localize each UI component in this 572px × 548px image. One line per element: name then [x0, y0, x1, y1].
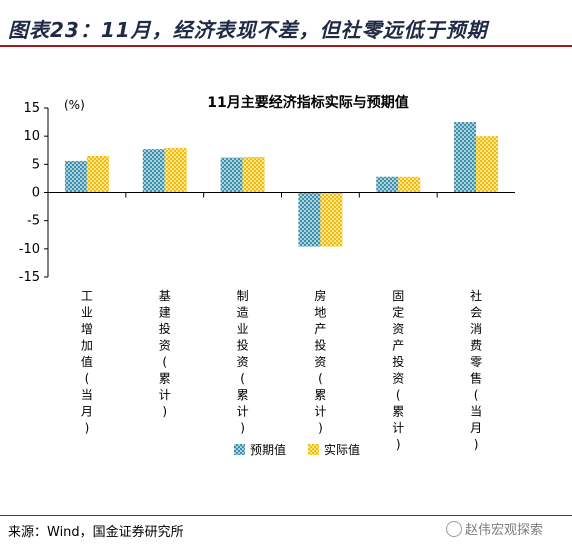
x-category-label: 房地产投资(累计) [314, 288, 326, 435]
plot-area: 15 10 5 0 -5 -10 -15 工业增加值(当月) 基建投资(累计) 制造业投资(累计)… [19, 101, 515, 457]
x-category-label: 制造业投资(累计) [237, 289, 249, 435]
source-note: 来源：Wind，国金证券研究所 [8, 525, 184, 540]
y-tick-label: 10 [23, 129, 40, 144]
bar-actual [86, 155, 109, 193]
bar-expected [142, 149, 165, 193]
legend-swatch-actual [308, 444, 319, 455]
bar-chart: 11月主要经济指标实际与预期值 (%) 15 10 5 0 -5 -10 -15 工业增加值(… [19, 94, 515, 457]
chart-title: 11月主要经济指标实际与预期值 [207, 94, 408, 111]
bar-expected [376, 176, 399, 193]
x-category-label: 基建投资(累计) [159, 289, 171, 419]
title-rule [0, 45, 572, 47]
bar-expected [298, 192, 321, 247]
bar-actual [398, 176, 421, 193]
legend-swatch-expected [234, 444, 245, 455]
source-rule [0, 515, 572, 516]
figure-title: 图表23：11月，经济表现不差，但社零远低于预期 [8, 18, 488, 42]
bar-expected [454, 122, 477, 193]
watermark: 赵伟宏观探索 [446, 519, 543, 538]
y-tick-label: -15 [19, 270, 40, 285]
wechat-icon [446, 521, 462, 537]
x-category-label: 工业增加值(当月) [81, 289, 93, 435]
bar-actual [320, 192, 343, 247]
bar-expected [220, 157, 243, 193]
bar-actual [242, 157, 265, 193]
y-tick-label: -10 [19, 242, 40, 257]
watermark-text: 赵伟宏观探索 [465, 523, 544, 538]
unit-label: (%) [64, 98, 85, 112]
bar-actual [164, 147, 187, 193]
y-tick-label: 15 [23, 101, 40, 116]
x-category-label: 固定资产投资(累计) [392, 289, 404, 452]
bar-expected [64, 160, 87, 193]
legend-label-actual: 实际值 [324, 442, 360, 457]
x-category-label: 社会消费零售(当月) [470, 288, 482, 452]
bar-actual [476, 136, 499, 193]
y-tick-label: -5 [27, 214, 40, 229]
legend-label-expected: 预期值 [250, 442, 286, 457]
y-tick-label: 0 [32, 186, 40, 201]
y-tick-label: 5 [32, 157, 40, 172]
